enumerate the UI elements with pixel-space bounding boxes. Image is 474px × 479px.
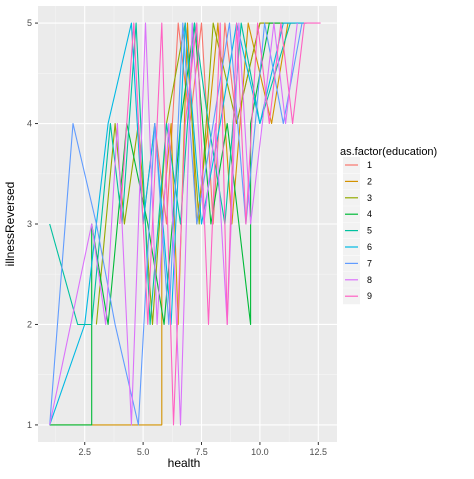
legend-label-8: 8 <box>367 275 372 285</box>
y-tick-label: 1 <box>27 420 32 430</box>
legend-label-2: 2 <box>367 176 372 186</box>
series-lines <box>49 22 321 426</box>
legend-label-3: 3 <box>367 193 372 203</box>
legend-title: as.factor(education) <box>340 146 437 158</box>
series-line-7 <box>49 22 303 426</box>
y-tick-label: 4 <box>27 119 32 129</box>
legend-label-7: 7 <box>367 258 372 268</box>
axes: 2.5 5.0 7.5 10.0 12.5 1 2 3 4 5 <box>27 18 327 457</box>
legend-label-5: 5 <box>367 226 372 236</box>
x-tick-label: 12.5 <box>310 447 328 457</box>
legend: as.factor(education) 1 2 3 4 5 6 7 8 9 <box>340 146 437 305</box>
series-line-9 <box>119 22 321 426</box>
x-tick-label: 10.0 <box>251 447 269 457</box>
y-axis-label: illnessReversed <box>3 182 17 267</box>
legend-label-4: 4 <box>367 209 372 219</box>
legend-label-9: 9 <box>367 291 372 301</box>
y-tick-label: 5 <box>27 18 32 28</box>
y-tick-label: 2 <box>27 319 32 329</box>
series-line-6 <box>49 22 307 426</box>
legend-items: 1 2 3 4 5 6 7 8 9 <box>343 157 372 305</box>
x-tick-label: 5.0 <box>137 447 150 457</box>
legend-label-6: 6 <box>367 242 372 252</box>
series-line-8 <box>49 22 298 426</box>
x-tick-label: 2.5 <box>78 447 91 457</box>
x-tick-label: 7.5 <box>195 447 208 457</box>
legend-label-1: 1 <box>367 160 372 170</box>
x-axis-label: health <box>168 456 201 470</box>
y-tick-label: 3 <box>27 219 32 229</box>
